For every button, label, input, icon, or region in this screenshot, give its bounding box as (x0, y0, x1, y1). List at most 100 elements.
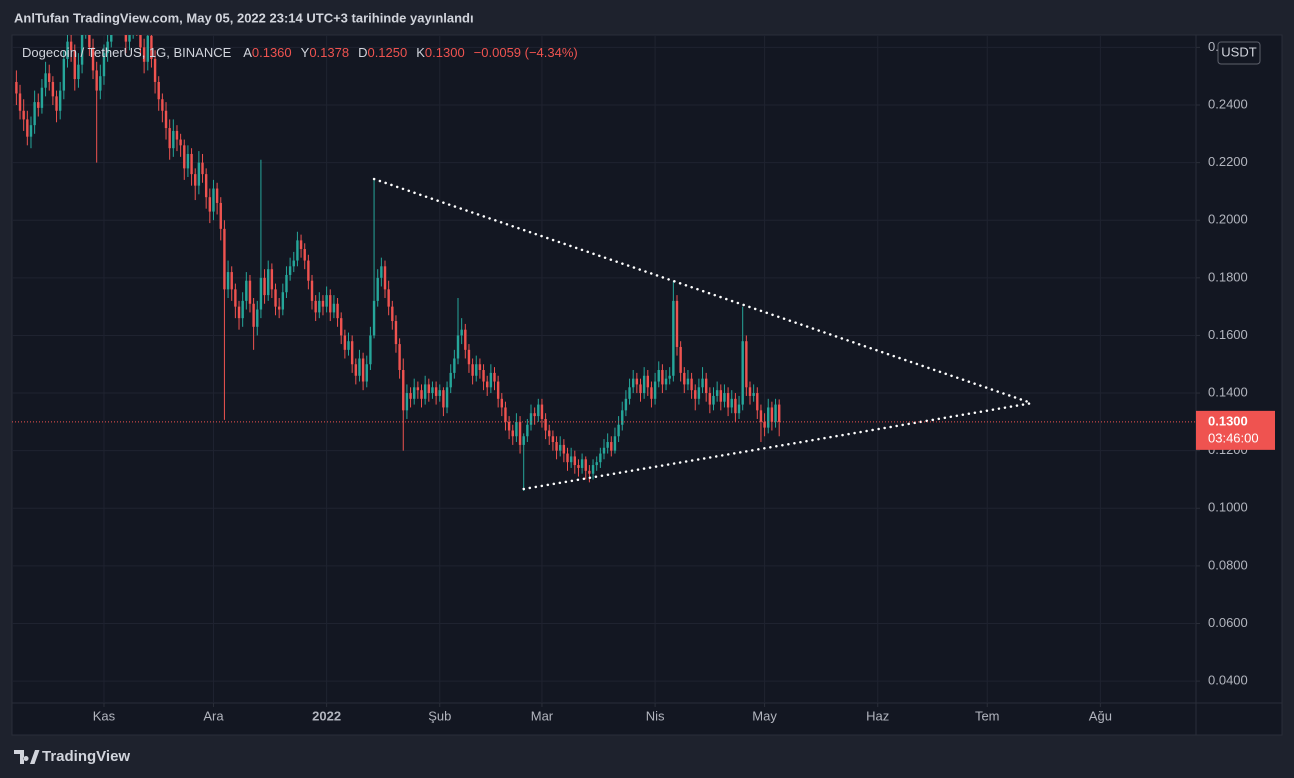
candle-body (285, 274, 288, 293)
candle-body (617, 424, 620, 437)
candle-body (62, 58, 66, 91)
candle-body (237, 306, 241, 319)
candle-body (686, 378, 690, 385)
trend-line (372, 177, 1034, 405)
candle-body (153, 58, 157, 82)
candle-body (267, 269, 270, 296)
candle-body (734, 398, 737, 414)
candle-body (394, 321, 398, 345)
candle-body (358, 358, 361, 376)
candle-body (288, 266, 292, 275)
candle-body (95, 70, 98, 91)
candle-body (204, 174, 208, 198)
candle-body (690, 378, 693, 391)
candle-body (434, 387, 438, 396)
candle-body (544, 418, 547, 431)
candle-body (48, 73, 51, 82)
candle-body (303, 249, 306, 261)
candle-body (99, 76, 102, 91)
candle-body (325, 295, 328, 307)
candle-body (701, 378, 704, 388)
candle-body (259, 277, 263, 310)
candle-body (475, 364, 478, 376)
candle-body (504, 407, 507, 422)
candle-body (723, 393, 726, 402)
candle-body (37, 102, 40, 108)
candle-body (329, 295, 332, 313)
candle-body (741, 341, 744, 405)
candle-body (715, 390, 719, 396)
candle-body (405, 393, 409, 411)
candle-body (299, 240, 303, 250)
y-tick-label: 0.2200 (1208, 154, 1248, 169)
ohlc-key: A (243, 45, 252, 60)
y-tick-label: 0.1400 (1208, 384, 1248, 399)
candle-body (219, 202, 222, 229)
x-tick-label: Kas (93, 708, 116, 723)
candle-body (44, 73, 47, 88)
axes: 0.04000.06000.08000.10000.12000.14000.16… (93, 39, 1275, 723)
candle-body (201, 162, 204, 175)
candle-body (584, 459, 587, 471)
candle-body (252, 303, 255, 327)
candle-body (190, 153, 193, 175)
candle-body (51, 81, 55, 97)
candle-body (712, 395, 715, 405)
currency-box (1217, 41, 1261, 65)
candle-body (256, 309, 259, 327)
ohlc-key: K (416, 45, 425, 60)
candle-body (175, 130, 179, 140)
candle-body (675, 300, 679, 347)
candle-body (548, 430, 551, 437)
candle-body (208, 197, 212, 212)
candle-body (321, 300, 325, 307)
candle-body (449, 372, 452, 388)
candle-body (486, 381, 489, 388)
candle-body (500, 398, 504, 408)
candle-body (752, 393, 755, 396)
ohlc-key: D (358, 45, 367, 60)
candle-body (518, 421, 522, 445)
ohlc-key: Y (301, 45, 310, 60)
candle-body (478, 364, 482, 371)
candle-body (759, 410, 763, 422)
candle-body (124, 35, 128, 42)
y-tick-label: 0.2400 (1208, 96, 1248, 111)
candle-body (102, 53, 106, 77)
candle-body (69, 41, 73, 51)
candle-body (245, 280, 248, 301)
candle-body (540, 404, 544, 419)
candle-body (777, 404, 781, 422)
candle-body (515, 421, 518, 437)
price-tag-countdown: 03:46:00 (1208, 430, 1259, 445)
candle-body (482, 370, 485, 382)
candle-body (628, 387, 631, 399)
candle-body (234, 289, 237, 307)
candle-body (745, 341, 748, 388)
change: −0.0059 (−4.34%) (474, 45, 578, 60)
candle-body (726, 393, 730, 408)
candle-body (15, 81, 18, 94)
candle-body (646, 375, 650, 388)
currency: USDT (1221, 44, 1256, 59)
x-tick-label: 2022 (312, 708, 341, 723)
candle-body (383, 266, 387, 290)
candle-body (416, 387, 420, 391)
candle-body (756, 393, 759, 411)
candle-body (642, 375, 646, 394)
candle-body (380, 266, 383, 278)
candle-body (493, 372, 496, 382)
candle-body (529, 413, 533, 425)
candle-body (292, 260, 295, 267)
x-tick-label: Tem (975, 708, 1000, 723)
candle-body (774, 404, 777, 422)
trend-line (522, 401, 1034, 491)
candle-body (522, 436, 525, 445)
candle-body (168, 128, 171, 149)
x-tick-label: Şub (428, 708, 451, 723)
candle-body (653, 381, 657, 399)
candle-body (599, 453, 602, 463)
candle-body (704, 378, 708, 394)
candle-body (139, 35, 142, 48)
